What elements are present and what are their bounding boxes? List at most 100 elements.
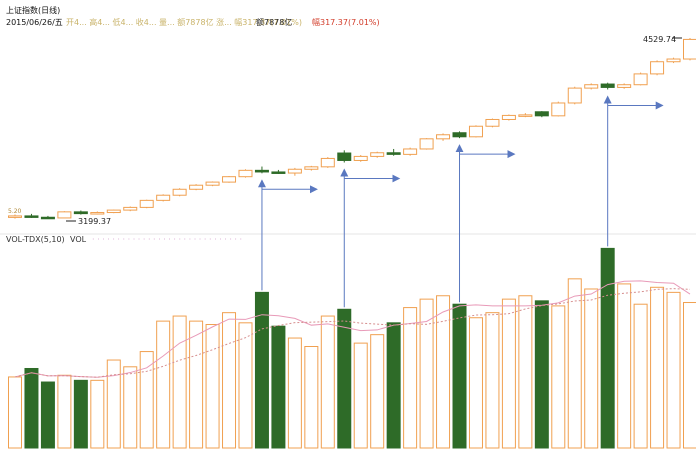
volume-bar: [518, 295, 533, 449]
candle-body: [518, 114, 533, 117]
volume-ma-short: [14, 280, 691, 378]
candle-body: [650, 61, 665, 75]
volume-bar: [205, 324, 220, 449]
candle-body: [337, 152, 352, 161]
volume-label: VOL: [70, 235, 87, 244]
candle-body: [205, 181, 220, 186]
volume-bar: [666, 291, 681, 449]
quote-partial: 开4... 高4... 低4... 收4... 量... 额7878亿 涨...…: [66, 17, 302, 27]
candle-body: [24, 215, 39, 218]
volume-bar: [600, 247, 615, 449]
volume-bar: [337, 308, 352, 449]
candle-body: [123, 206, 138, 211]
candle-body: [189, 184, 204, 190]
volume-bar: [139, 351, 154, 449]
volume-bar: [617, 283, 632, 449]
candle-body: [238, 169, 253, 178]
candle-body: [617, 84, 632, 88]
volume-bar: [287, 337, 302, 449]
volume-bar: [320, 315, 335, 449]
volume-faint-values: · · · · · · · · · · · · · · · · · · · · …: [92, 235, 242, 244]
volume-bar: [123, 366, 138, 449]
candle-body: [419, 138, 434, 150]
volume-bar: [551, 305, 566, 449]
low-price-label: 3199.37: [78, 217, 111, 226]
volume-bar: [189, 320, 204, 449]
candle-body: [403, 148, 418, 155]
candle-body: [320, 157, 335, 168]
candle-body: [600, 83, 615, 88]
candle-body: [452, 132, 467, 138]
candle-body: [73, 211, 88, 215]
candle-body: [57, 211, 72, 219]
candle-body: [353, 155, 368, 161]
candle-body: [584, 84, 599, 89]
volume-bar: [90, 379, 105, 449]
volume-bar: [73, 379, 88, 449]
candle-body: [501, 114, 516, 120]
candle-body: [683, 38, 696, 60]
candle-body: [551, 102, 566, 117]
candle-body: [370, 152, 385, 157]
candle-body: [156, 194, 171, 201]
quote-change: 幅317.37(7.01%): [312, 17, 380, 27]
candle-body: [534, 111, 549, 117]
volume-bar: [156, 320, 171, 449]
candle-body: [436, 134, 451, 140]
volume-panel: [8, 247, 696, 449]
volume-bar: [386, 322, 401, 449]
candle-body: [106, 209, 121, 214]
volume-bar: [452, 303, 467, 449]
volume-bar: [650, 286, 665, 449]
candle-body: [8, 215, 22, 218]
candle-body: [287, 168, 302, 174]
candle-body: [485, 118, 500, 127]
left-tick-label: 5.20: [8, 208, 22, 215]
volume-bar: [468, 317, 483, 449]
volume-bar: [238, 322, 253, 449]
volume-bar: [403, 307, 418, 449]
volume-bar: [254, 291, 269, 449]
candle-body: [304, 166, 319, 170]
volume-bar: [419, 298, 434, 449]
volume-bar: [57, 374, 72, 449]
volume-bar: [8, 376, 22, 449]
annotations: [66, 37, 682, 308]
candle-body: [40, 216, 55, 220]
volume-bar: [534, 300, 549, 449]
volume-bar: [633, 303, 648, 449]
volume-bar: [353, 342, 368, 449]
volume-bar: [436, 295, 451, 449]
candle-body: [90, 212, 105, 215]
candle-body: [567, 87, 582, 104]
volume-bar: [567, 278, 582, 449]
volume-bar: [304, 346, 319, 449]
candle-body: [254, 169, 269, 173]
volume-bar: [683, 302, 696, 449]
high-price-label: 4529.74: [643, 35, 676, 44]
volume-bar: [24, 367, 39, 449]
quote-amount: 额7878亿: [256, 17, 292, 27]
candle-body: [172, 188, 187, 196]
candle-body: [222, 176, 237, 183]
volume-bar: [172, 315, 187, 449]
volume-bar: [485, 312, 500, 449]
volume-bar: [370, 334, 385, 449]
candle-body: [468, 125, 483, 138]
volume-title: VOL-TDX(5,10): [6, 235, 65, 244]
volume-bar: [40, 381, 55, 449]
chart-title: 上证指数(日线): [6, 5, 60, 15]
price-panel: [0, 38, 696, 235]
volume-ma-long: [14, 288, 691, 378]
candle-body: [139, 199, 154, 208]
chart-date: 2015/06/26/五: [6, 18, 63, 27]
candle-body: [633, 73, 648, 86]
candle-body: [386, 152, 401, 155]
volume-bar: [501, 298, 516, 449]
candle-body: [271, 171, 286, 174]
candle-body: [666, 58, 681, 63]
volume-bar: [222, 312, 237, 449]
volume-bar: [271, 325, 286, 449]
volume-bar: [106, 359, 121, 449]
